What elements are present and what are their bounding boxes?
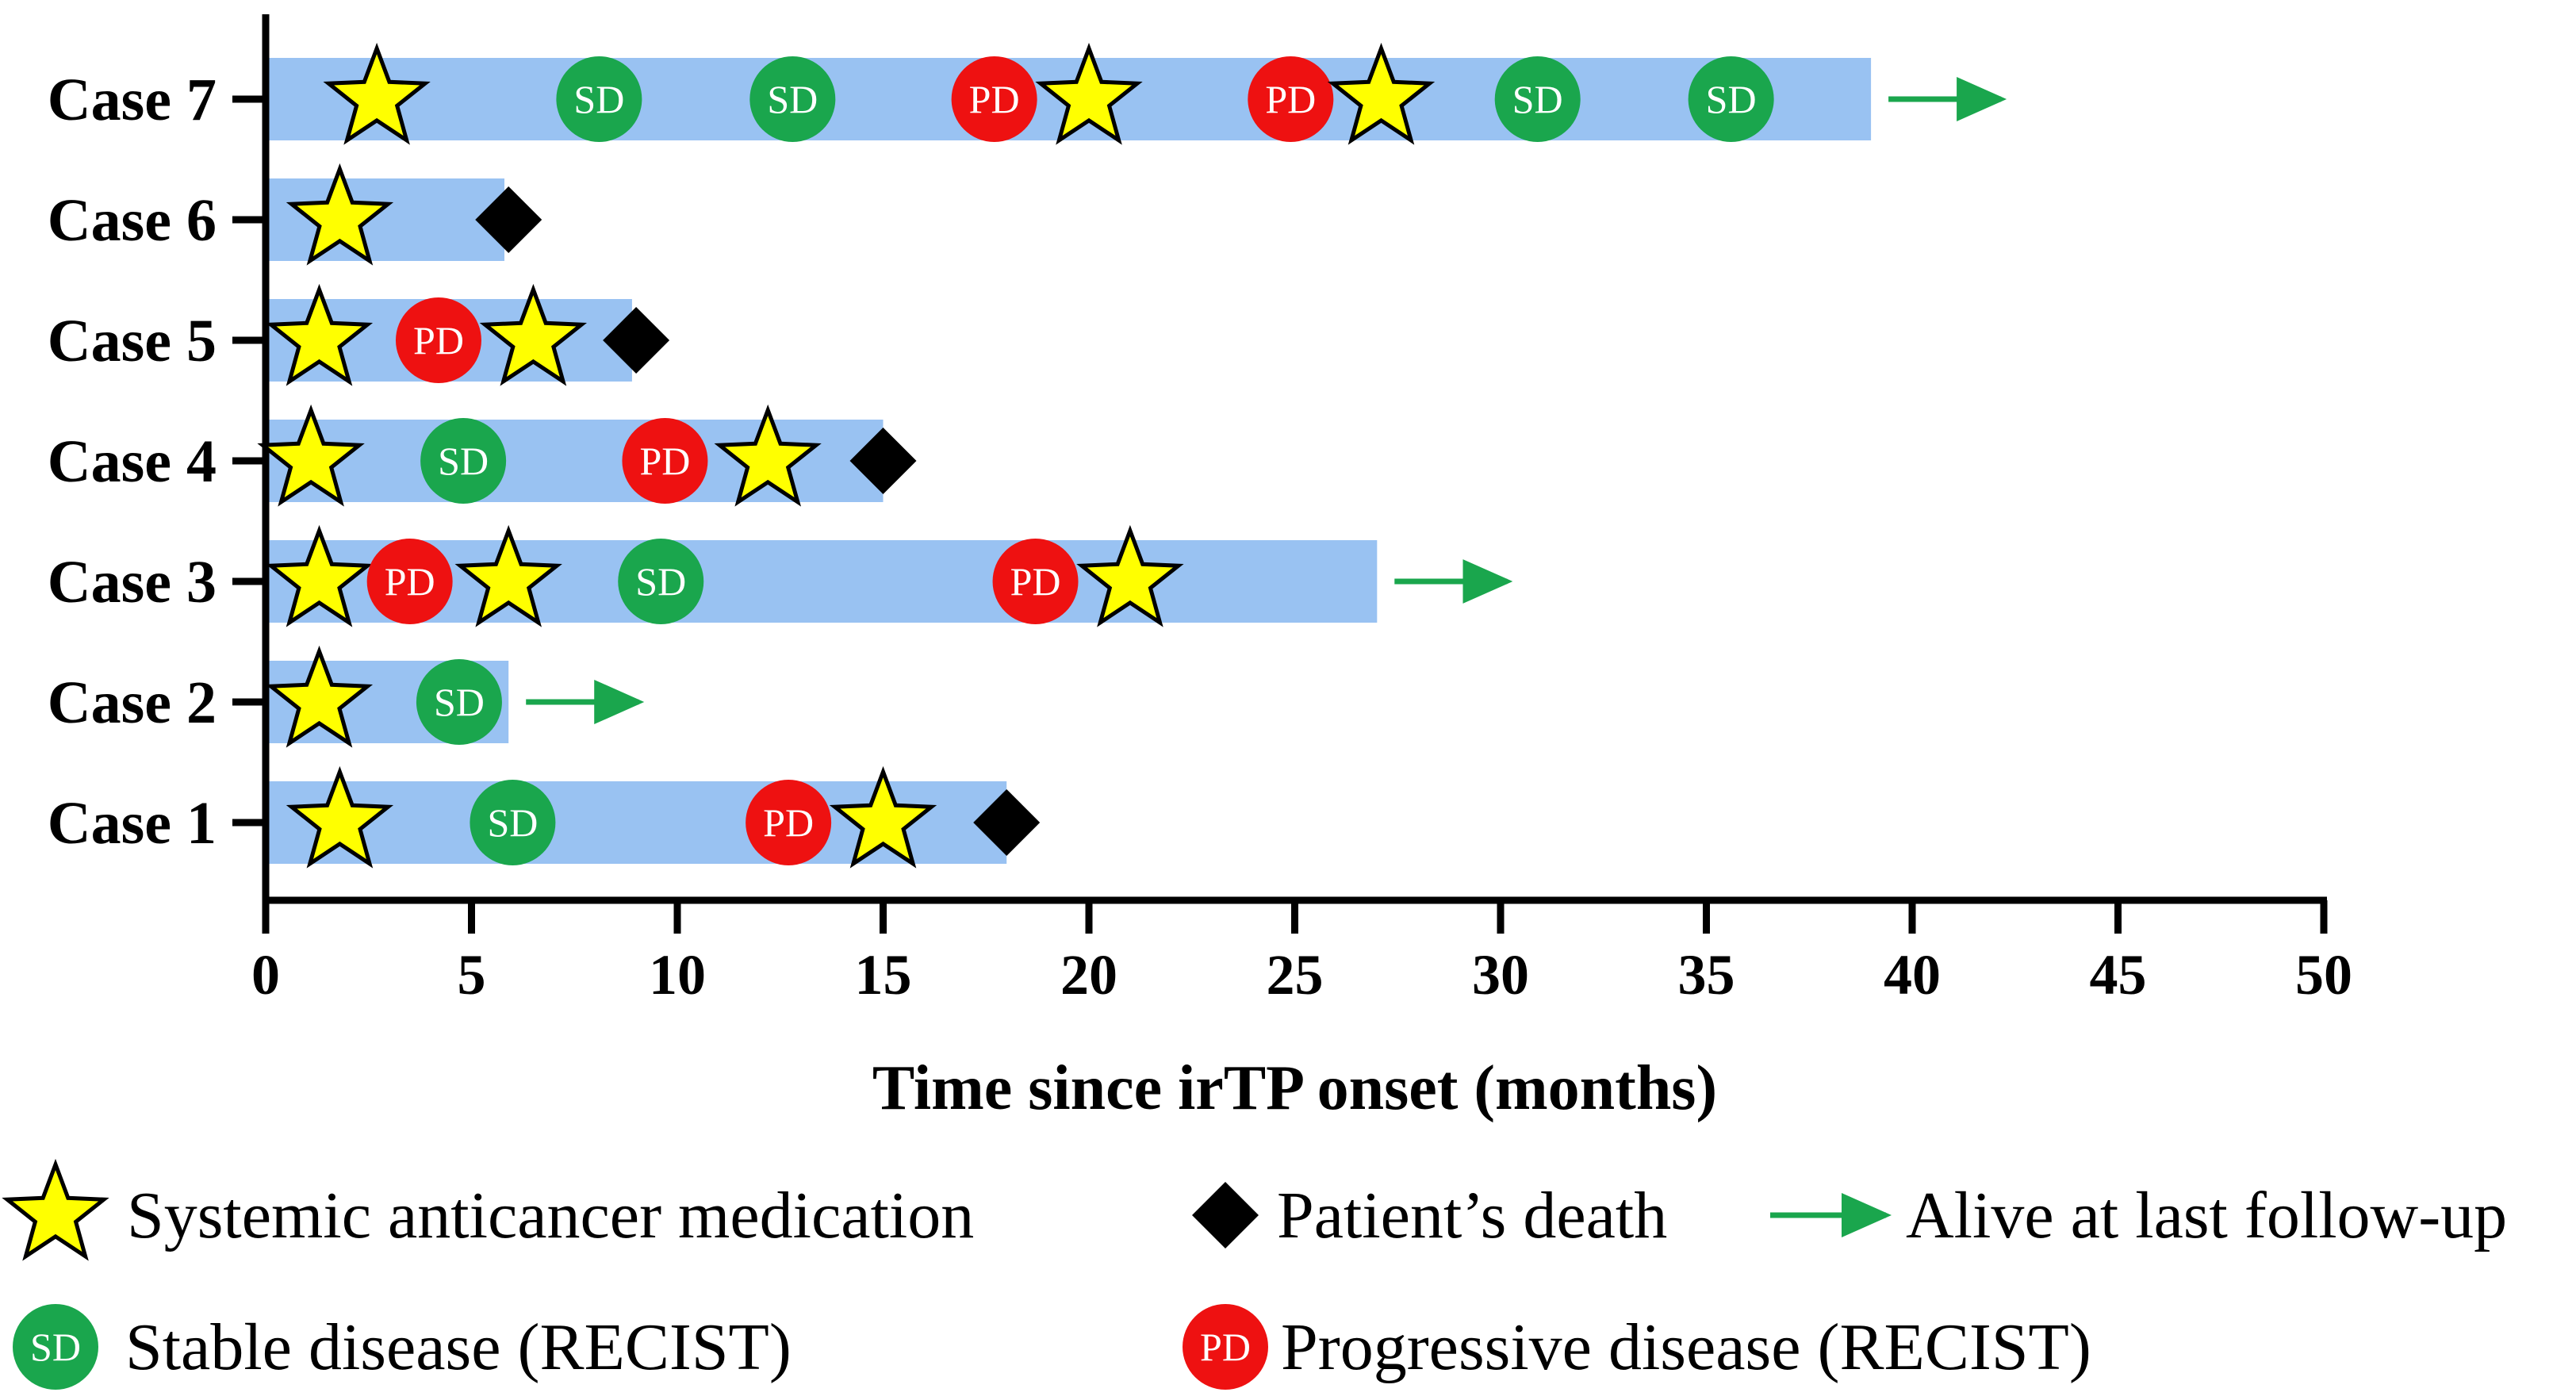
- sd-marker-label: SD: [1706, 77, 1757, 121]
- x-tick-label: 10: [649, 943, 706, 1007]
- sd-marker-circle: [1494, 56, 1581, 142]
- sd-marker-circle: [556, 56, 642, 142]
- sd-marker-circle: [420, 418, 507, 504]
- star-marker: [1327, 42, 1436, 145]
- star-marker: [1076, 524, 1184, 627]
- legend-pd-marker-label: PD: [1200, 1325, 1251, 1369]
- sd-marker-circle: [470, 780, 556, 865]
- x-tick-label: 0: [251, 943, 280, 1007]
- case-label: Case 6: [48, 187, 217, 254]
- sd-marker: SD: [1688, 56, 1774, 142]
- pd-marker-label: PD: [385, 559, 435, 604]
- star-marker: [829, 765, 937, 869]
- x-tick-label: 25: [1267, 943, 1324, 1007]
- star-marker: [265, 645, 374, 748]
- legend-pd-label: Progressive disease (RECIST): [1281, 1310, 2091, 1384]
- case-label: Case 5: [48, 308, 217, 374]
- pd-marker-label: PD: [1265, 77, 1316, 121]
- pd-marker: PD: [622, 418, 708, 504]
- pd-marker: PD: [992, 539, 1079, 624]
- pd-marker: PD: [366, 539, 453, 624]
- sd-marker-label: SD: [767, 77, 818, 121]
- sd-marker: SD: [556, 56, 642, 142]
- sd-marker-label: SD: [573, 77, 624, 121]
- legend-pd-marker: PD: [1183, 1304, 1268, 1390]
- pd-marker: PD: [395, 297, 481, 383]
- duration-bar: [266, 178, 505, 261]
- pd-marker-circle: [622, 418, 708, 504]
- sd-marker: SD: [416, 659, 502, 745]
- star-marker: [1035, 42, 1143, 145]
- legend-sd-marker: SD: [13, 1304, 98, 1390]
- legend-alive-label: Alive at last follow-up: [1906, 1179, 2507, 1252]
- pd-marker-circle: [951, 56, 1037, 142]
- sd-marker-label: SD: [438, 439, 489, 483]
- star-marker: [257, 404, 365, 507]
- star-marker: [454, 524, 562, 627]
- sd-marker-circle: [1688, 56, 1774, 142]
- legend-sd-label: Stable disease (RECIST): [125, 1310, 792, 1384]
- star-marker: [2, 1158, 109, 1261]
- sd-marker-label: SD: [487, 800, 538, 845]
- pd-marker-circle: [366, 539, 453, 624]
- sd-marker-circle: [749, 56, 836, 142]
- legend-star-label: Systemic anticancer medication: [127, 1179, 974, 1252]
- star-marker: [323, 42, 431, 145]
- star-marker: [265, 524, 374, 627]
- star-marker: [286, 163, 394, 266]
- pd-marker-circle: [1248, 56, 1334, 142]
- legend-death-label: Patient’s death: [1277, 1179, 1667, 1252]
- sd-marker-label: SD: [635, 559, 686, 604]
- case-label: Case 7: [48, 67, 217, 133]
- death-marker: [973, 789, 1041, 856]
- case-label: Case 2: [48, 669, 217, 736]
- x-tick-label: 30: [1472, 943, 1529, 1007]
- sd-marker-circle: [416, 659, 502, 745]
- case-label: Case 4: [48, 428, 217, 495]
- legend-sd-marker-circle: [13, 1304, 98, 1390]
- legend-sd-marker-label: SD: [30, 1325, 81, 1369]
- death-marker: [603, 307, 670, 374]
- sd-marker: SD: [420, 418, 507, 504]
- pd-marker-label: PD: [1010, 559, 1061, 604]
- sd-marker: SD: [749, 56, 836, 142]
- death-marker: [475, 186, 542, 253]
- pd-marker-circle: [746, 780, 832, 865]
- pd-marker-circle: [395, 297, 481, 383]
- x-tick-label: 40: [1884, 943, 1941, 1007]
- death-marker: [849, 428, 917, 494]
- x-tick-label: 50: [2295, 943, 2352, 1007]
- x-tick-label: 20: [1060, 943, 1117, 1007]
- star-marker: [265, 283, 374, 386]
- sd-marker-circle: [618, 539, 704, 624]
- pd-marker-circle: [992, 539, 1079, 624]
- sd-marker: SD: [618, 539, 704, 624]
- death-marker: [1192, 1182, 1259, 1248]
- case-label: Case 3: [48, 549, 217, 616]
- case-label: Case 1: [48, 790, 217, 857]
- pd-marker-label: PD: [639, 439, 690, 483]
- sd-marker-label: SD: [1512, 77, 1563, 121]
- star-marker: [714, 404, 822, 507]
- pd-marker-label: PD: [763, 800, 814, 845]
- pd-marker: PD: [746, 780, 832, 865]
- sd-marker: SD: [470, 780, 556, 865]
- x-tick-label: 15: [855, 943, 912, 1007]
- legend-pd-marker-circle: [1183, 1304, 1268, 1390]
- star-marker: [479, 283, 587, 386]
- sd-marker: SD: [1494, 56, 1581, 142]
- pd-marker: PD: [951, 56, 1037, 142]
- pd-marker-label: PD: [969, 77, 1020, 121]
- x-tick-label: 45: [2090, 943, 2147, 1007]
- x-axis-title: Time since irTP onset (months): [872, 1053, 1717, 1123]
- sd-marker-label: SD: [434, 680, 485, 724]
- pd-marker: PD: [1248, 56, 1334, 142]
- pd-marker-label: PD: [413, 318, 464, 362]
- x-tick-label: 5: [458, 943, 486, 1007]
- star-marker: [286, 765, 394, 869]
- x-tick-label: 35: [1678, 943, 1735, 1007]
